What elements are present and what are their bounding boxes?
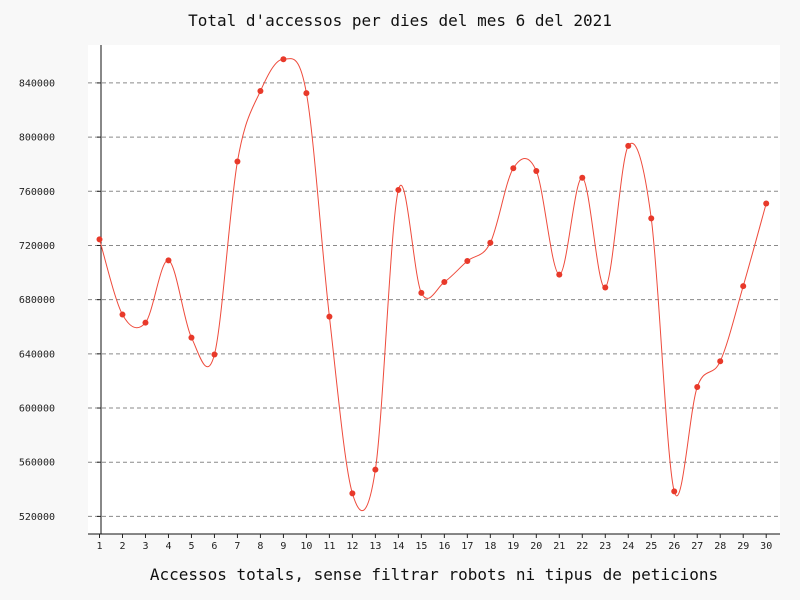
x-tick-label: 14 [392, 541, 404, 552]
x-tick-label: 18 [484, 541, 496, 552]
y-tick-label: 640000 [19, 349, 55, 360]
y-tick-labels: 520000 560000 600000 640000 680000 720000 7600… [19, 78, 101, 523]
x-tick-label: 25 [645, 541, 657, 552]
axes [88, 45, 780, 535]
chart-title: Total d'accessos per dies del mes 6 del … [188, 11, 612, 30]
x-tick-label: 6 [211, 541, 217, 552]
x-tick-label: 10 [300, 541, 312, 552]
data-point [188, 334, 195, 341]
y-tick-label: 800000 [19, 133, 55, 144]
data-point [280, 56, 287, 63]
data-point [464, 258, 471, 265]
data-point [717, 358, 724, 365]
x-tick-label: 26 [668, 541, 680, 552]
x-tick-label: 5 [188, 541, 194, 552]
x-tick-label: 19 [507, 541, 519, 552]
data-point [441, 279, 448, 286]
data-point [625, 142, 632, 149]
x-tick-label: 4 [165, 541, 171, 552]
x-tick-label: 28 [714, 541, 726, 552]
data-point [763, 200, 770, 207]
x-tick-label: 8 [257, 541, 263, 552]
x-tick-label: 17 [461, 541, 473, 552]
y-tick-label: 600000 [19, 404, 55, 415]
data-point [510, 165, 517, 172]
y-tick-label: 520000 [19, 512, 55, 523]
x-tick-label: 22 [576, 541, 588, 552]
data-point [671, 488, 678, 495]
x-tick-label: 9 [280, 541, 286, 552]
x-tick-label: 7 [234, 541, 240, 552]
x-tick-label: 30 [760, 541, 772, 552]
data-point [579, 174, 586, 181]
x-tick-label: 13 [369, 541, 381, 552]
data-point [96, 236, 103, 243]
y-tick-label: 760000 [19, 187, 55, 198]
data-point [234, 158, 241, 165]
data-points [96, 56, 770, 497]
data-point [326, 313, 333, 320]
x-tick-labels: 1 2 3 4 5 6 7 8 9 10 11 12 13 14 15 16 17 18 19 20 21 22 23 24 2… [96, 534, 772, 552]
data-point [556, 271, 563, 278]
data-point [119, 311, 126, 318]
data-point [165, 257, 172, 264]
grid-lines [88, 82, 780, 517]
x-tick-label: 12 [346, 541, 358, 552]
x-tick-label: 23 [599, 541, 611, 552]
data-point [740, 283, 747, 290]
data-point [142, 319, 149, 326]
data-point [418, 289, 425, 296]
y-tick-label: 560000 [19, 458, 55, 469]
plot-area [88, 45, 780, 534]
series-line [99, 58, 767, 512]
data-point [303, 90, 310, 97]
x-axis-label: Accessos totals, sense filtrar robots ni… [150, 565, 718, 584]
x-tick-label: 2 [119, 541, 125, 552]
x-tick-label: 15 [415, 541, 427, 552]
x-tick-label: 20 [530, 541, 542, 552]
x-tick-label: 16 [438, 541, 450, 552]
data-point [602, 284, 609, 291]
x-tick-label: 21 [553, 541, 565, 552]
data-point [372, 466, 379, 473]
x-tick-label: 29 [737, 541, 749, 552]
data-point [395, 186, 402, 193]
series-layer [99, 58, 767, 512]
data-point [533, 167, 540, 174]
data-point [349, 490, 356, 497]
y-tick-label: 720000 [19, 241, 55, 252]
data-point [257, 88, 264, 95]
x-tick-label: 24 [622, 541, 634, 552]
data-point [211, 351, 218, 358]
data-point [694, 384, 701, 391]
data-point [487, 239, 494, 246]
y-tick-label: 840000 [19, 78, 55, 89]
x-tick-label: 11 [323, 541, 335, 552]
y-tick-label: 680000 [19, 295, 55, 306]
x-tick-label: 3 [142, 541, 148, 552]
x-tick-label: 1 [96, 541, 102, 552]
data-point [648, 215, 655, 222]
x-tick-label: 27 [691, 541, 703, 552]
